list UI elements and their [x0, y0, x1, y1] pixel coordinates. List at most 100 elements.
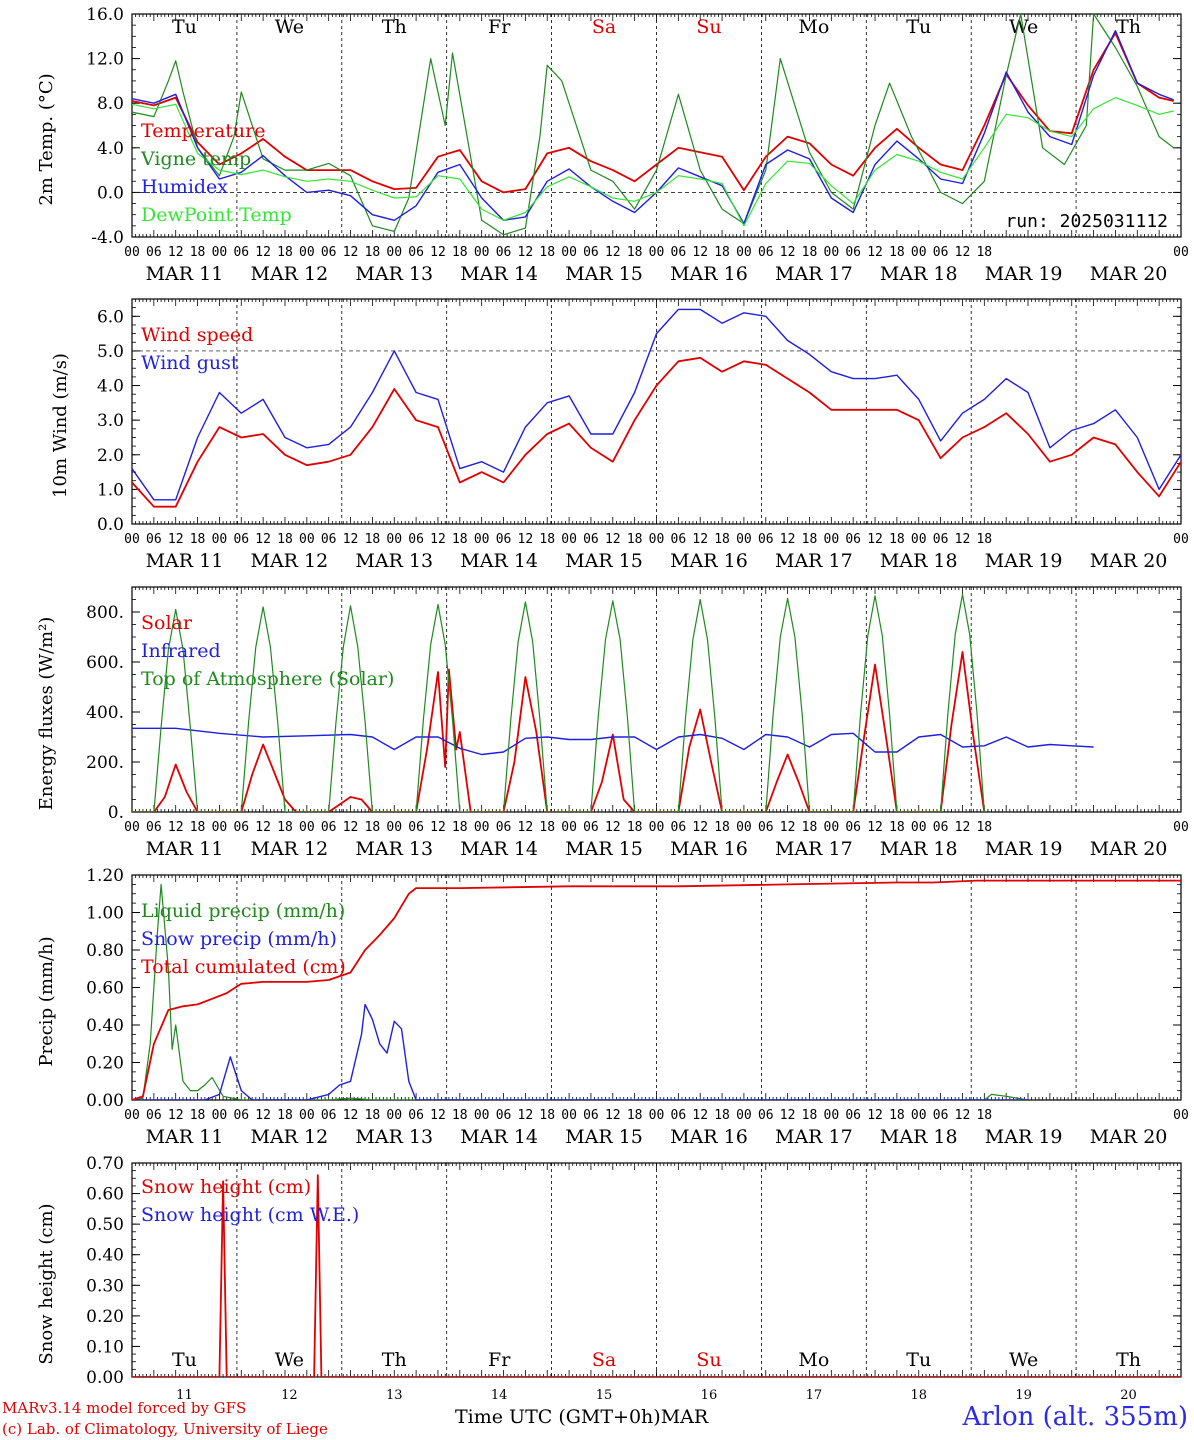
- hour-tick-label: 18: [190, 1108, 206, 1123]
- hour-tick-label: 00: [386, 820, 402, 835]
- hour-tick-label: 00: [124, 1108, 140, 1123]
- hour-tick-label: 12: [343, 1108, 359, 1123]
- hour-tick-label: 12: [430, 532, 446, 547]
- hour-tick-label: 00: [649, 1108, 665, 1123]
- series-layer: [132, 308, 1181, 508]
- y-tick-label: 1.00: [86, 904, 124, 924]
- date-label: MAR 15: [565, 1126, 643, 1148]
- date-label: MAR 20: [1090, 1126, 1168, 1148]
- y-axis-label: Snow height (cm): [36, 1203, 57, 1364]
- hour-tick-label: 06: [496, 820, 512, 835]
- date-label: MAR 16: [670, 1126, 748, 1148]
- day-number-label: 13: [386, 1388, 403, 1403]
- time-axis-title: Time UTC (GMT+0h): [455, 1406, 661, 1428]
- hour-tick-label: 18: [889, 1108, 905, 1123]
- date-label: MAR 16: [670, 550, 748, 572]
- hour-tick-label: 00: [299, 245, 315, 260]
- hour-tick-label: 18: [976, 532, 992, 547]
- hour-tick-label: 18: [976, 245, 992, 260]
- hour-tick-label: 12: [518, 245, 534, 260]
- y-tick-label: 5.0: [97, 342, 124, 362]
- series-line-solar: [132, 651, 986, 812]
- model-credit: MARv3.14 model forced by GFS: [2, 1399, 247, 1417]
- hour-tick-label: 18: [539, 532, 555, 547]
- date-label: MAR 15: [565, 838, 643, 860]
- hour-tick-label: 12: [430, 820, 446, 835]
- hour-tick-label: 18: [714, 245, 730, 260]
- weekday-label: Su: [696, 1349, 721, 1371]
- weekday-label: Tu: [172, 16, 197, 38]
- panel-3: 0. 200. 400. 600. 800. Energy fluxes (W/m²) 00…: [36, 586, 1189, 860]
- y-tick-label: 600.: [86, 653, 124, 673]
- hour-tick-label: 06: [845, 1108, 861, 1123]
- hour-tick-label: 12: [168, 245, 184, 260]
- hour-tick-label: 06: [933, 1108, 949, 1123]
- hour-tick-label: 06: [758, 1108, 774, 1123]
- hour-tick-label: 18: [889, 532, 905, 547]
- hour-tick-label: 12: [255, 532, 271, 547]
- y-tick-label: 0.20: [86, 1054, 124, 1074]
- date-label: MAR 17: [775, 550, 853, 572]
- date-label: MAR 19: [985, 1126, 1063, 1148]
- hour-tick-label: 06: [583, 1108, 599, 1123]
- hour-tick-label: 00: [474, 245, 490, 260]
- weekday-label: Mo: [798, 16, 829, 38]
- legend-entry: Temperature: [141, 120, 265, 142]
- hour-tick-label: 18: [627, 245, 643, 260]
- date-label: MAR 20: [1090, 838, 1168, 860]
- hour-tick-label: 18: [190, 245, 206, 260]
- hour-tick-label: 06: [233, 532, 249, 547]
- hour-tick-label: 00: [911, 1108, 927, 1123]
- hour-tick-label: 12: [518, 532, 534, 547]
- hour-tick-label: 06: [583, 532, 599, 547]
- y-tick-label: 400.: [86, 703, 124, 723]
- hour-tick-label: 12: [780, 245, 796, 260]
- y-tick-label: -4.0: [91, 228, 124, 248]
- y-tick-label: 2.0: [97, 446, 124, 466]
- weekday-label: Su: [696, 16, 721, 38]
- series-line-total-cumulated-cm: [132, 879, 1181, 1100]
- hour-tick-label: 18: [627, 532, 643, 547]
- hour-tick-label: 06: [321, 1108, 337, 1123]
- hour-tick-label: 18: [277, 1108, 293, 1123]
- date-label: MAR 14: [460, 550, 538, 572]
- series-line-wind-gust: [132, 308, 1181, 501]
- hour-tick-label: 06: [408, 245, 424, 260]
- hour-tick-label: 00: [386, 1108, 402, 1123]
- hour-tick-label: 06: [146, 820, 162, 835]
- hour-tick-label: 00: [124, 245, 140, 260]
- date-label: MAR 13: [355, 1126, 433, 1148]
- date-label: MAR 16: [670, 263, 748, 285]
- y-tick-label: 0.: [108, 803, 124, 823]
- hour-tick-label: 06: [408, 820, 424, 835]
- date-label: MAR 14: [460, 1126, 538, 1148]
- hour-tick-label: 18: [539, 1108, 555, 1123]
- hour-tick-label: 00: [299, 532, 315, 547]
- y-tick-label: 0.0: [97, 515, 124, 535]
- hour-tick-label: 12: [867, 532, 883, 547]
- hour-tick-label-end: 00: [1173, 532, 1189, 547]
- hour-tick-label: 12: [867, 820, 883, 835]
- y-tick-label: 4.0: [97, 377, 124, 397]
- lab-credit: (c) Lab. of Climatology, University of L…: [2, 1420, 328, 1438]
- date-label: MAR 12: [250, 838, 328, 860]
- hour-tick-label: 12: [955, 1108, 971, 1123]
- hour-tick-label: 00: [736, 820, 752, 835]
- date-label: MAR 17: [775, 838, 853, 860]
- hour-tick-label: 00: [911, 532, 927, 547]
- hour-tick-label: 12: [605, 1108, 621, 1123]
- hour-tick-label: 06: [496, 532, 512, 547]
- hour-tick-label: 18: [539, 245, 555, 260]
- hour-tick-label: 00: [736, 1108, 752, 1123]
- hour-tick-label: 12: [168, 532, 184, 547]
- hour-tick-label: 18: [277, 532, 293, 547]
- legend-entry: Snow precip (mm/h): [141, 928, 337, 950]
- hour-tick-label: 00: [299, 1108, 315, 1123]
- series-line-vigne-temp: [132, 14, 1175, 236]
- weekday-label: We: [275, 16, 304, 38]
- y-tick-label: 0.50: [86, 1215, 124, 1235]
- hour-tick-label: 00: [212, 245, 228, 260]
- weekday-label: Mo: [798, 1349, 829, 1371]
- hour-tick-label: 00: [649, 820, 665, 835]
- series-layer: [132, 14, 1175, 236]
